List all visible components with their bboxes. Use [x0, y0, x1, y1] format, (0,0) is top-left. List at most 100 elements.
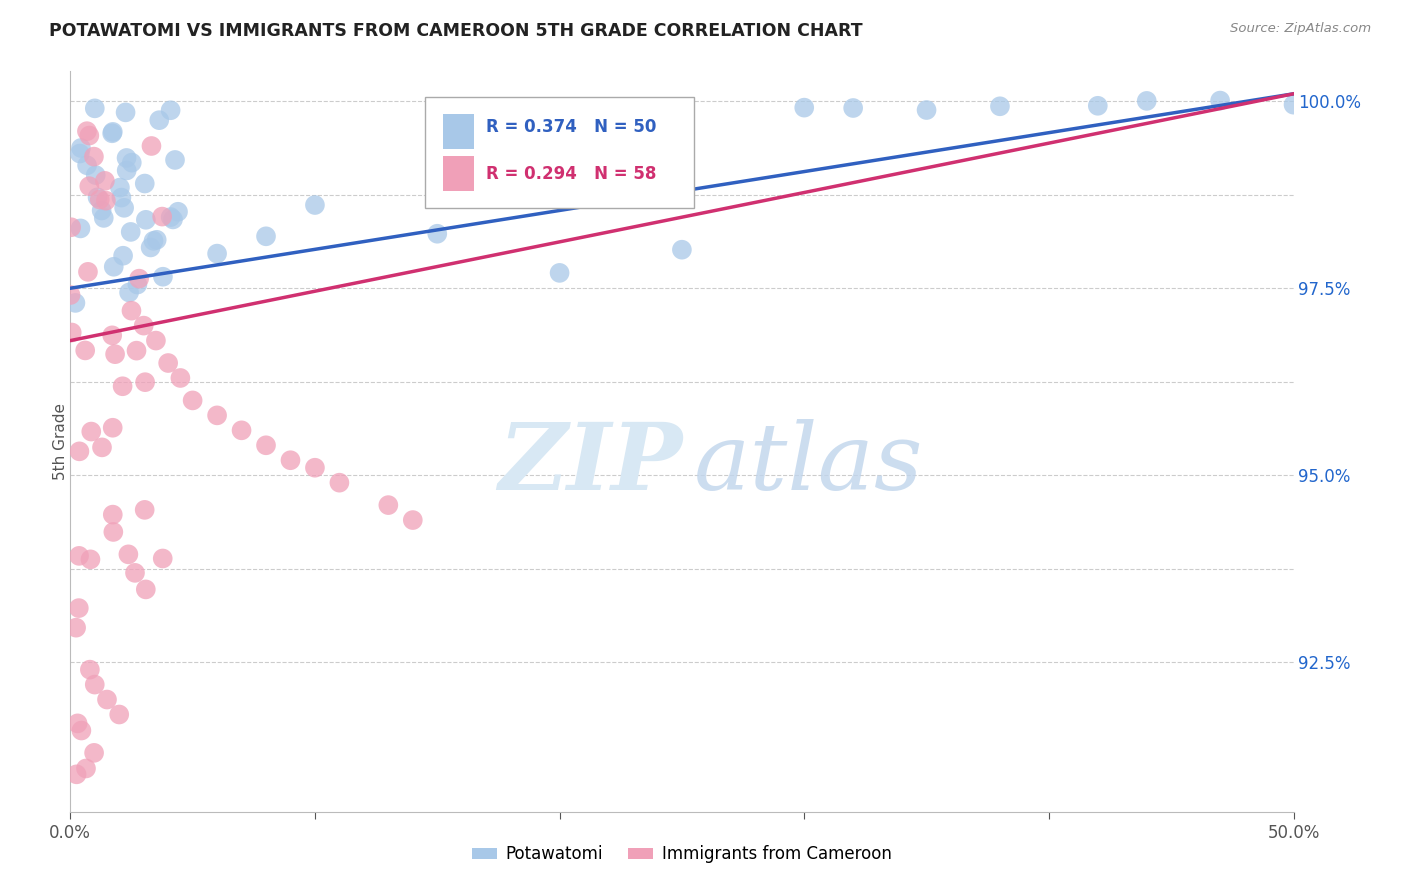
Point	[79, 552, 101, 566]
Point	[69, 221, 91, 235]
Point	[163, 153, 186, 167]
Point	[139, 240, 162, 254]
Text: Source: ZipAtlas.com: Source: ZipAtlas.com	[1230, 22, 1371, 36]
Point	[231, 423, 253, 437]
Point	[135, 582, 157, 597]
Point	[402, 513, 425, 527]
Point	[76, 124, 98, 138]
Point	[842, 101, 865, 115]
Point	[127, 277, 149, 292]
Point	[135, 212, 157, 227]
Point	[426, 227, 449, 241]
FancyBboxPatch shape	[443, 156, 474, 191]
Point	[159, 103, 181, 118]
Point	[254, 438, 277, 452]
Point	[117, 547, 139, 561]
Point	[70, 141, 93, 155]
Point	[124, 566, 146, 580]
Point	[103, 524, 125, 539]
Point	[67, 601, 90, 615]
Point	[65, 621, 87, 635]
Point	[104, 347, 127, 361]
Text: R = 0.294   N = 58: R = 0.294 N = 58	[486, 164, 657, 183]
Point	[115, 163, 138, 178]
Point	[328, 475, 350, 490]
Point	[84, 168, 107, 182]
Point	[65, 767, 87, 781]
Point	[86, 190, 108, 204]
Point	[167, 204, 190, 219]
Text: R = 0.374   N = 50: R = 0.374 N = 50	[486, 118, 657, 136]
Point	[77, 265, 100, 279]
Point	[101, 421, 124, 435]
Legend: Potawatomi, Immigrants from Cameroon: Potawatomi, Immigrants from Cameroon	[465, 838, 898, 870]
Point	[75, 762, 97, 776]
Point	[60, 326, 83, 340]
Point	[80, 425, 103, 439]
Point	[205, 246, 228, 260]
Point	[112, 249, 135, 263]
Point	[89, 193, 111, 207]
Point	[101, 508, 124, 522]
Point	[90, 203, 112, 218]
Point	[1282, 97, 1305, 112]
Point	[141, 139, 163, 153]
Point	[114, 105, 136, 120]
FancyBboxPatch shape	[425, 97, 695, 209]
Point	[115, 151, 138, 165]
Point	[118, 285, 141, 300]
Point	[915, 103, 938, 117]
Point	[1136, 94, 1159, 108]
Point	[101, 126, 124, 140]
Point	[79, 663, 101, 677]
Point	[108, 707, 131, 722]
Point	[181, 393, 204, 408]
Point	[108, 180, 131, 194]
Point	[304, 460, 326, 475]
Point	[254, 229, 277, 244]
Text: POTAWATOMI VS IMMIGRANTS FROM CAMEROON 5TH GRADE CORRELATION CHART: POTAWATOMI VS IMMIGRANTS FROM CAMEROON 5…	[49, 22, 863, 40]
Y-axis label: 5th Grade: 5th Grade	[52, 403, 67, 480]
Point	[162, 212, 184, 227]
Point	[101, 125, 124, 139]
Point	[148, 113, 170, 128]
Point	[793, 101, 815, 115]
Point	[110, 191, 132, 205]
Point	[150, 210, 173, 224]
Point	[145, 233, 167, 247]
Point	[103, 260, 125, 274]
Point	[205, 409, 228, 423]
Point	[83, 677, 105, 691]
Point	[59, 288, 82, 302]
Point	[548, 266, 571, 280]
Point	[70, 723, 93, 738]
Point	[83, 101, 105, 115]
Point	[152, 551, 174, 566]
Point	[96, 692, 118, 706]
Point	[671, 243, 693, 257]
FancyBboxPatch shape	[443, 113, 474, 149]
Point	[91, 441, 114, 455]
Point	[377, 498, 399, 512]
Point	[67, 444, 90, 458]
Point	[125, 343, 148, 358]
Point	[134, 177, 156, 191]
Text: ZIP: ZIP	[498, 418, 682, 508]
Point	[169, 371, 191, 385]
Point	[77, 179, 100, 194]
Point	[121, 155, 143, 169]
Point	[145, 334, 167, 348]
Point	[94, 194, 117, 208]
Point	[121, 303, 143, 318]
Point	[66, 716, 89, 731]
Point	[60, 220, 83, 235]
Point	[1209, 94, 1232, 108]
Point	[134, 375, 156, 389]
Point	[79, 128, 101, 143]
Point	[75, 343, 97, 358]
Point	[1087, 99, 1109, 113]
Point	[132, 318, 155, 333]
Point	[157, 356, 180, 370]
Point	[134, 503, 156, 517]
Point	[83, 746, 105, 760]
